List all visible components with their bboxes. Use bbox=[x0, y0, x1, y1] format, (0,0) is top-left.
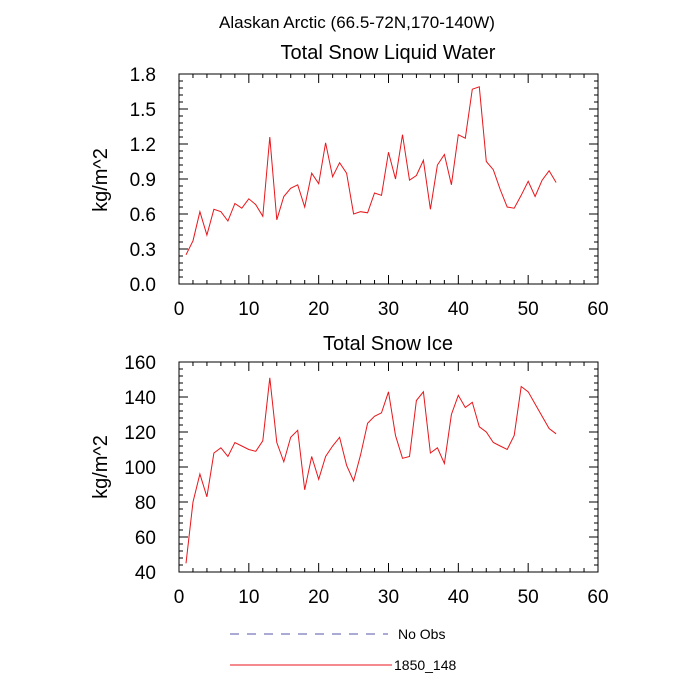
series-line-1850-148 bbox=[185, 86, 557, 256]
y-tick-label: 1.5 bbox=[130, 100, 156, 121]
x-tick-label: 10 bbox=[238, 299, 259, 320]
y-axis-label: kg/m^2 bbox=[90, 148, 112, 212]
y-tick-label: 0.3 bbox=[130, 240, 156, 261]
y-tick-label: 60 bbox=[135, 528, 156, 549]
x-tick-label: 20 bbox=[308, 587, 329, 608]
y-tick-label: 140 bbox=[124, 388, 156, 409]
plot-frame bbox=[178, 73, 599, 285]
legend: No Obs 1850_148 bbox=[230, 626, 457, 673]
x-tick-label: 0 bbox=[174, 299, 185, 320]
x-tick-label: 50 bbox=[518, 299, 539, 320]
x-tick-label: 30 bbox=[378, 587, 399, 608]
figure-title: Alaskan Arctic (66.5-72N,170-140W) bbox=[219, 13, 495, 32]
x-tick-label: 30 bbox=[378, 299, 399, 320]
y-tick-label: 100 bbox=[124, 458, 156, 479]
legend-item-no-obs: No Obs bbox=[230, 626, 445, 642]
x-tick-label: 10 bbox=[238, 587, 259, 608]
legend-label: 1850_148 bbox=[394, 657, 457, 673]
x-tick-label: 60 bbox=[587, 299, 608, 320]
y-tick-label: 160 bbox=[124, 353, 156, 374]
x-tick-label: 40 bbox=[448, 587, 469, 608]
x-tick-label: 0 bbox=[174, 587, 185, 608]
x-tick-label: 50 bbox=[518, 587, 539, 608]
y-tick-label: 120 bbox=[124, 423, 156, 444]
x-tick-label: 20 bbox=[308, 299, 329, 320]
x-tick-label: 40 bbox=[448, 299, 469, 320]
legend-item-1850-148: 1850_148 bbox=[230, 657, 457, 673]
x-tick-label: 60 bbox=[587, 587, 608, 608]
y-tick-label: 1.2 bbox=[130, 135, 156, 156]
y-axis-label: kg/m^2 bbox=[90, 435, 112, 499]
y-tick-label: 80 bbox=[135, 493, 156, 514]
legend-label: No Obs bbox=[398, 626, 445, 642]
series-group bbox=[185, 86, 557, 256]
y-tick-label: 40 bbox=[135, 563, 156, 584]
series-group bbox=[185, 377, 557, 564]
series-line-1850-148 bbox=[185, 377, 557, 564]
panel-total-snow-ice: Total Snow Ice kg/m^2 0 10 20 30 40 50 60 40 60 8… bbox=[90, 333, 609, 608]
axes: 0 10 20 30 40 50 60 40 60 80 100 120 140 160 bbox=[124, 353, 608, 608]
y-tick-label: 0.9 bbox=[130, 170, 156, 191]
y-tick-label: 0.0 bbox=[130, 275, 156, 296]
panel-title: Total Snow Liquid Water bbox=[281, 42, 496, 64]
y-tick-label: 0.6 bbox=[130, 205, 156, 226]
panel-title: Total Snow Ice bbox=[323, 333, 453, 355]
axes: 0 10 20 30 40 50 60 0.0 0.3 0.6 0.9 1.2 1.5 1.8 bbox=[130, 65, 609, 320]
y-tick-label: 1.8 bbox=[130, 65, 156, 86]
panel-total-snow-liquid-water: Total Snow Liquid Water kg/m^2 0 10 20 30 40… bbox=[90, 42, 609, 320]
